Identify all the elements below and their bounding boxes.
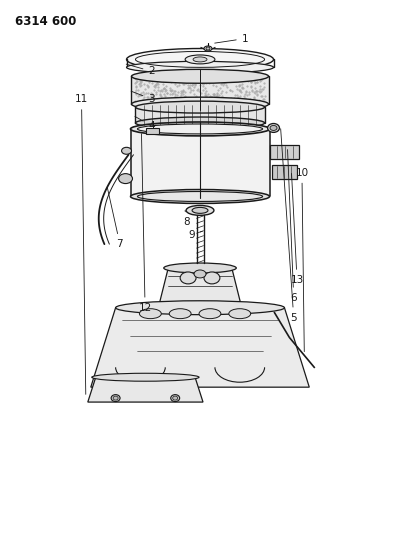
Ellipse shape [131,190,270,204]
Text: 13: 13 [290,173,304,285]
Polygon shape [88,377,203,402]
Text: 5: 5 [281,129,297,322]
Text: 10: 10 [295,167,308,352]
Text: 6314 600: 6314 600 [15,15,77,28]
Ellipse shape [268,124,279,132]
Ellipse shape [140,309,161,319]
Text: 3: 3 [131,91,155,104]
Ellipse shape [126,49,273,70]
Ellipse shape [186,205,214,215]
Ellipse shape [135,117,264,129]
Ellipse shape [126,61,273,74]
Ellipse shape [193,57,207,62]
Text: 1: 1 [215,34,248,44]
Ellipse shape [119,174,133,183]
Ellipse shape [92,373,199,381]
Text: 4: 4 [135,116,155,131]
Ellipse shape [204,46,212,51]
Ellipse shape [111,394,120,401]
Ellipse shape [135,101,264,113]
Bar [135,107,264,123]
Ellipse shape [131,97,268,111]
Ellipse shape [137,124,263,134]
Text: 6: 6 [288,150,297,303]
Ellipse shape [206,47,210,50]
Text: 12: 12 [138,134,152,313]
Ellipse shape [270,125,277,131]
Ellipse shape [180,272,196,284]
Ellipse shape [115,301,284,314]
Ellipse shape [185,55,215,64]
Polygon shape [158,268,242,308]
Polygon shape [270,145,299,159]
Ellipse shape [204,272,220,284]
Text: 9: 9 [188,230,202,240]
Ellipse shape [113,396,118,400]
Ellipse shape [194,270,206,278]
Ellipse shape [229,309,251,319]
Text: 11: 11 [75,94,88,394]
Ellipse shape [173,396,177,400]
Ellipse shape [171,394,180,401]
Polygon shape [272,165,297,179]
Text: 7: 7 [107,187,123,249]
Ellipse shape [137,191,263,201]
Ellipse shape [164,263,236,273]
Ellipse shape [192,207,208,213]
Polygon shape [91,308,309,387]
Polygon shape [146,128,159,134]
Ellipse shape [199,309,221,319]
Ellipse shape [169,309,191,319]
Ellipse shape [131,122,270,136]
Bar [131,129,270,197]
Ellipse shape [131,69,268,83]
Text: 2: 2 [126,64,155,76]
Ellipse shape [122,147,131,154]
Bar [131,76,268,104]
Text: 8: 8 [183,211,190,227]
